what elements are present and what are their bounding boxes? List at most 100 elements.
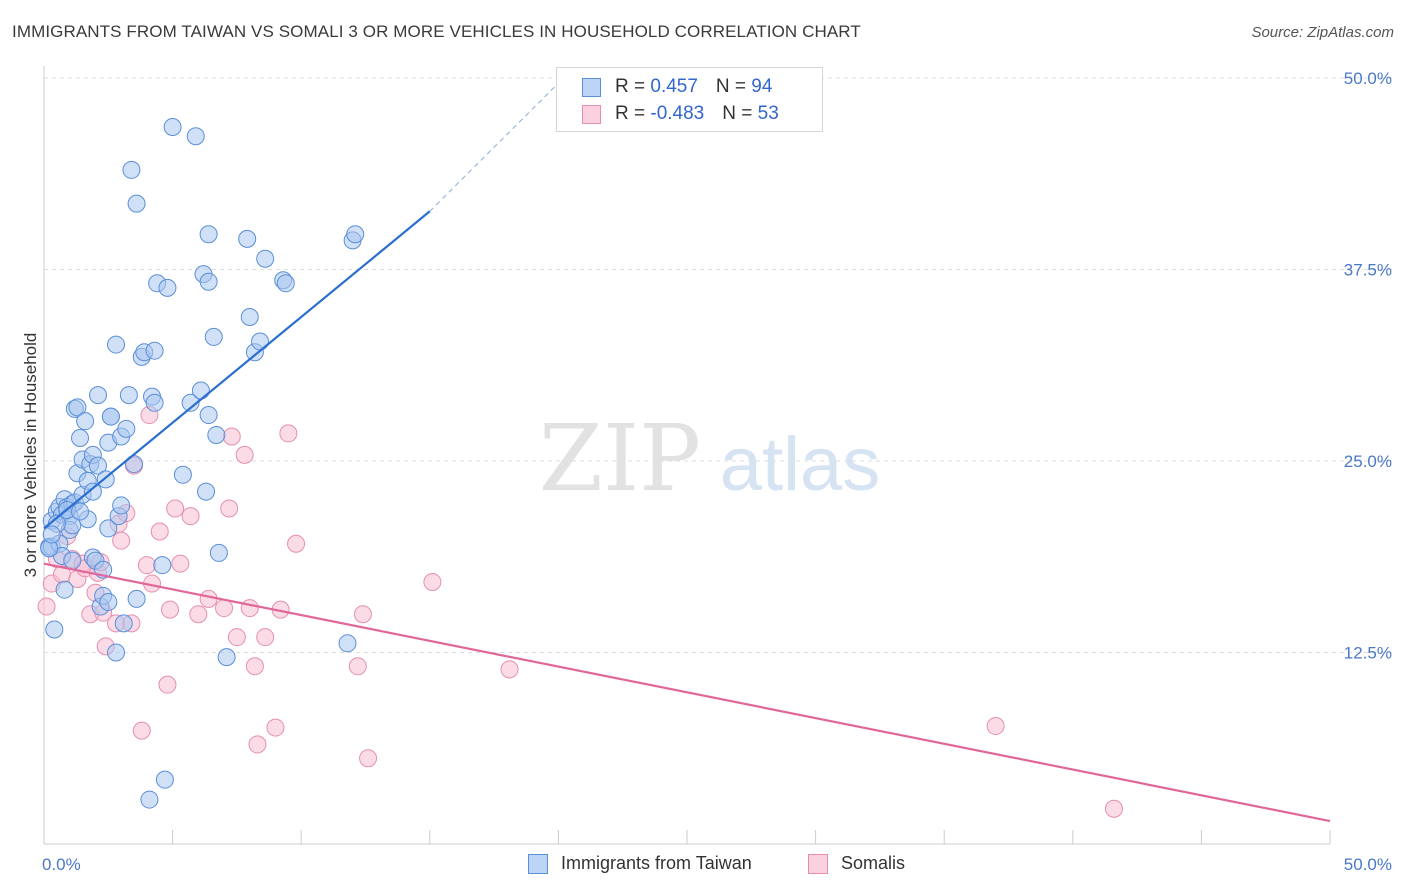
taiwan-trend-extension	[429, 77, 564, 212]
somali-point	[220, 499, 239, 518]
somali-swatch	[582, 105, 601, 124]
taiwan-point	[68, 398, 87, 417]
somali-point	[1104, 799, 1123, 818]
taiwan-point	[204, 327, 223, 346]
somali-point	[256, 628, 275, 647]
somali-point	[132, 721, 151, 740]
taiwan-point	[127, 194, 146, 213]
taiwan-point	[199, 225, 218, 244]
tick-labels: 12.5% 25.0% 37.5% 50.0% 0.0% 50.0%	[42, 69, 1392, 874]
taiwan-point	[117, 419, 136, 438]
somali-point	[423, 573, 442, 592]
somali-point	[279, 424, 298, 443]
taiwan-point	[89, 386, 108, 405]
somali-point	[222, 427, 241, 446]
somali-point	[150, 522, 169, 541]
taiwan-point	[217, 648, 236, 667]
r-value-somali: -0.483	[650, 103, 705, 124]
somali-point	[171, 554, 190, 573]
taiwan-point	[238, 229, 257, 248]
taiwan-point	[251, 332, 270, 351]
taiwan-swatch	[582, 78, 601, 97]
somali-point	[245, 657, 264, 676]
stats-text-taiwan: R = 0.457 N = 94	[615, 76, 772, 98]
somali-point	[986, 717, 1005, 736]
somali-point	[359, 749, 378, 768]
source-label: Source: ZipAtlas.com	[1251, 24, 1394, 41]
taiwan-point	[207, 425, 226, 444]
taiwan-point	[76, 412, 95, 431]
somali-point	[158, 675, 177, 694]
y-tick-label: 37.5%	[1344, 261, 1392, 280]
y-axis-label: 3 or more Vehicles in Household	[21, 333, 40, 578]
taiwan-point	[107, 335, 126, 354]
somali-point	[287, 534, 306, 553]
somali-point	[235, 445, 254, 464]
taiwan-point	[89, 456, 108, 475]
taiwan-point	[107, 643, 126, 662]
r-label: R =	[615, 76, 651, 97]
n-value-somali: 53	[757, 103, 779, 124]
taiwan-point	[153, 556, 172, 575]
somali-point	[166, 499, 185, 518]
taiwan-point	[140, 790, 159, 809]
trend-lines	[43, 77, 1331, 823]
somali-point	[181, 507, 200, 526]
watermark-zip: ZIP	[539, 405, 701, 512]
somali-point	[189, 605, 208, 624]
watermark: ZIP atlas	[539, 405, 880, 512]
y-tick-label: 25.0%	[1344, 452, 1392, 471]
somali-point	[215, 599, 234, 618]
taiwan-point	[199, 406, 218, 425]
taiwan-point	[163, 118, 182, 137]
chart-title: IMMIGRANTS FROM TAIWAN VS SOMALI 3 OR MO…	[12, 22, 861, 41]
somali-point	[348, 657, 367, 676]
taiwan-point	[122, 160, 141, 179]
taiwan-point	[240, 307, 259, 326]
taiwan-point	[199, 272, 218, 291]
taiwan-point	[119, 386, 138, 405]
taiwan-point	[99, 592, 118, 611]
legend-label-taiwan: Immigrants from Taiwan	[561, 853, 752, 873]
taiwan-point	[338, 634, 357, 653]
taiwan-point	[45, 620, 64, 639]
legend-swatch-somali	[808, 854, 828, 874]
taiwan-point	[173, 465, 192, 484]
taiwan-point	[346, 225, 365, 244]
taiwan-point	[197, 482, 216, 501]
axes	[43, 66, 1331, 845]
taiwan-point	[145, 393, 164, 412]
taiwan-point	[181, 393, 200, 412]
taiwan-point	[191, 381, 210, 400]
n-label: N =	[722, 103, 758, 124]
taiwan-point	[42, 525, 61, 544]
somali-point	[240, 599, 259, 618]
taiwan-point	[83, 482, 102, 501]
somali-point	[500, 660, 519, 679]
somali-point	[353, 605, 372, 624]
taiwan-point	[209, 543, 228, 562]
taiwan-point	[158, 278, 177, 297]
taiwan-point	[112, 496, 131, 515]
n-value-taiwan: 94	[751, 76, 773, 97]
series-legend: Immigrants from Taiwan Somalis	[0, 852, 1406, 878]
x-tick-label: 50.0%	[1344, 855, 1392, 874]
r-label: R =	[615, 103, 651, 124]
n-label: N =	[715, 76, 752, 97]
somali-point	[266, 718, 285, 737]
taiwan-point	[186, 127, 205, 146]
somali-point	[37, 597, 56, 616]
somali-point	[112, 531, 131, 550]
somali-point	[248, 735, 267, 754]
somali-point	[161, 600, 180, 619]
taiwan-point	[99, 519, 118, 538]
taiwan-point	[71, 502, 90, 521]
grid-lines	[44, 77, 1392, 653]
somali-point	[227, 628, 246, 647]
taiwan-point	[55, 580, 74, 599]
r-value-taiwan: 0.457	[650, 76, 698, 97]
taiwan-points	[40, 118, 365, 809]
taiwan-point	[276, 274, 295, 293]
taiwan-point	[145, 341, 164, 360]
